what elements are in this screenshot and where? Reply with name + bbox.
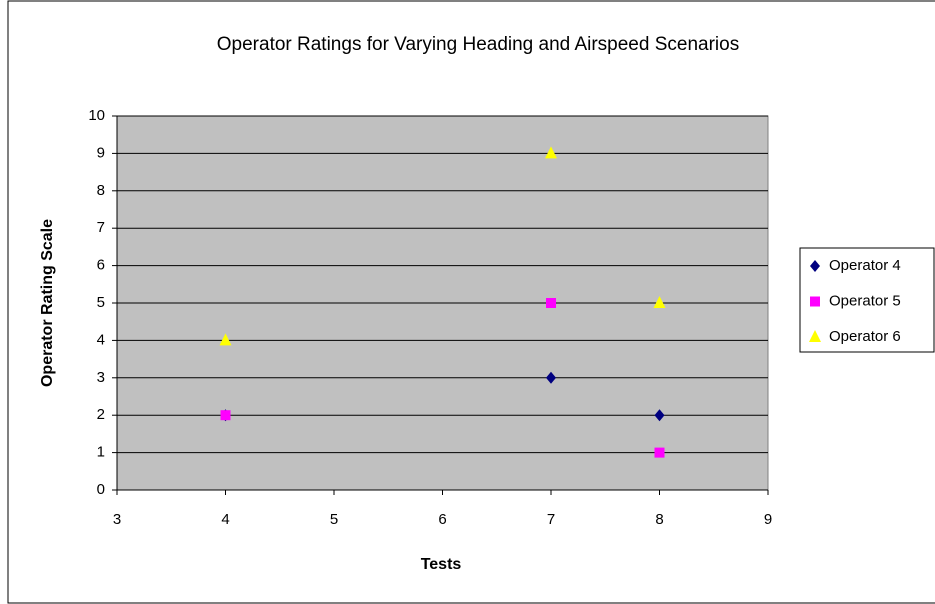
x-tick-label: 3 — [113, 511, 121, 528]
marker-square — [220, 410, 231, 421]
legend-label: Operator 4 — [829, 257, 901, 274]
marker-diamond — [654, 409, 665, 422]
x-axis-label: Tests — [421, 556, 462, 573]
marker-triangle — [653, 296, 666, 308]
legend-box — [799, 247, 935, 353]
x-tick-label: 6 — [438, 511, 446, 528]
x-tick-label: 8 — [655, 511, 663, 528]
marker-triangle — [219, 333, 232, 346]
legend-label: Operator 6 — [829, 328, 901, 345]
y-tick-label: 8 — [97, 182, 105, 199]
y-tick-label: 2 — [97, 406, 105, 423]
y-tick-label: 5 — [97, 294, 105, 311]
x-tick-label: 9 — [764, 511, 772, 528]
legend-label: Operator 5 — [829, 292, 901, 309]
y-tick-label: 3 — [97, 369, 105, 386]
marker-triangle — [809, 330, 821, 342]
x-tick-label: 4 — [221, 511, 229, 528]
y-axis-label: Operator Rating Scale — [39, 219, 56, 387]
marker-triangle — [545, 146, 557, 159]
x-tick-label: 7 — [547, 511, 555, 528]
marker-square — [810, 296, 820, 307]
y-tick-label: 6 — [97, 257, 105, 274]
marker-diamond — [546, 371, 556, 384]
marker-square — [546, 298, 556, 308]
y-tick-label: 7 — [97, 219, 105, 236]
y-tick-label: 4 — [97, 331, 105, 348]
marker-diamond — [810, 260, 820, 272]
y-tick-label: 9 — [97, 144, 105, 161]
y-tick-label: 1 — [97, 444, 105, 461]
x-tick-label: 5 — [330, 511, 338, 528]
marker-square — [654, 447, 665, 458]
y-tick-label: 0 — [97, 481, 105, 498]
chart-title: Operator Ratings for Varying Heading and… — [217, 34, 739, 55]
y-tick-label: 10 — [88, 107, 105, 124]
